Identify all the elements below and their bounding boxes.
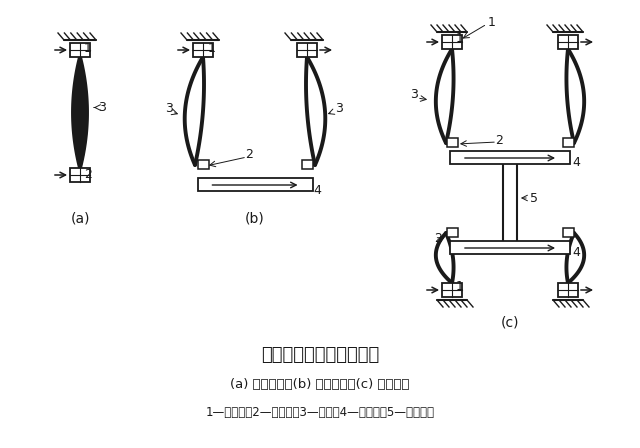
Bar xyxy=(198,178,312,191)
Text: 2: 2 xyxy=(434,233,442,246)
Bar xyxy=(301,160,312,169)
Bar xyxy=(70,43,90,57)
Text: 2: 2 xyxy=(245,148,253,161)
Text: (b): (b) xyxy=(245,211,265,225)
Text: 3: 3 xyxy=(335,102,343,115)
Bar xyxy=(450,241,570,254)
Bar xyxy=(198,160,209,169)
Text: 1: 1 xyxy=(84,42,92,55)
Bar xyxy=(563,138,573,147)
Text: 2: 2 xyxy=(84,168,92,181)
Text: 4: 4 xyxy=(572,246,580,258)
Text: 1: 1 xyxy=(208,42,216,55)
Text: 2: 2 xyxy=(495,134,503,146)
Text: 1—静触头；2—动触头；3—电弧；4—触头桥；5—绝缘拉杆: 1—静触头；2—动触头；3—电弧；4—触头桥；5—绝缘拉杆 xyxy=(205,405,435,418)
Text: 4: 4 xyxy=(313,184,321,197)
Bar xyxy=(558,35,578,49)
Bar xyxy=(563,228,573,237)
Text: 3: 3 xyxy=(98,101,106,114)
Text: 1: 1 xyxy=(456,31,464,44)
Text: 1: 1 xyxy=(456,280,464,293)
Text: 1: 1 xyxy=(488,16,496,29)
Bar xyxy=(442,35,462,49)
Text: (a): (a) xyxy=(70,211,90,225)
Text: (c): (c) xyxy=(500,315,519,329)
Bar xyxy=(447,138,458,147)
Text: (a) 一个断口；(b) 二个断口；(c) 四个断口: (a) 一个断口；(b) 二个断口；(c) 四个断口 xyxy=(230,379,410,392)
Text: 3: 3 xyxy=(410,89,418,102)
Bar xyxy=(558,283,578,297)
Bar xyxy=(70,168,90,182)
Text: 一相多个断口灭弧示意图: 一相多个断口灭弧示意图 xyxy=(261,346,379,364)
Text: 4: 4 xyxy=(572,155,580,168)
Text: 3: 3 xyxy=(165,102,173,115)
Bar xyxy=(450,151,570,164)
Bar xyxy=(447,228,458,237)
Bar xyxy=(193,43,213,57)
Bar xyxy=(442,283,462,297)
Bar xyxy=(297,43,317,57)
Text: 5: 5 xyxy=(530,191,538,204)
